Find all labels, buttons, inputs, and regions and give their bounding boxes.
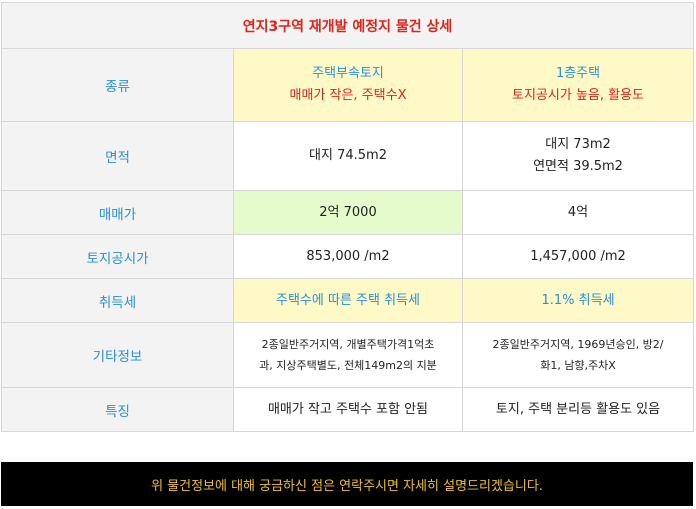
table-row: 특징 매매가 작고 주택수 포함 안됨 토지, 주택 분리등 활용도 있음: [1, 387, 695, 432]
table-row: 취득세 주택수에 따른 주택 취득세 1.1% 취득세: [1, 278, 695, 323]
type-a-line2: 매매가 작은, 주택수X: [289, 88, 407, 103]
contact-footer-banner: 위 물건정보에 대해 궁금하신 점은 연락주시면 자세히 설명드리겠습니다.: [1, 462, 693, 506]
price-cell-b: 4억: [461, 190, 695, 235]
price-cell-a: 2억 7000: [233, 190, 463, 235]
area-cell-a: 대지 74.5m2: [233, 121, 463, 191]
etc-cell-a: 2종일반주거지역, 개별주택가격1억초 과, 지상주택별도, 전체149m2의 …: [233, 322, 463, 388]
tax-cell-a: 주택수에 따른 주택 취득세: [233, 278, 463, 323]
row-label-land-price: 토지공시가: [1, 234, 234, 279]
table-row: 토지공시가 853,000 /m2 1,457,000 /m2: [1, 234, 695, 279]
row-label-tax: 취득세: [1, 278, 234, 323]
feature-cell-a: 매매가 작고 주택수 포함 안됨: [233, 387, 463, 432]
row-label-feature: 특징: [1, 387, 234, 432]
tax-cell-b: 1.1% 취득세: [461, 278, 695, 323]
table-row: 면적 대지 74.5m2 대지 73m2 연면적 39.5m2: [1, 121, 695, 191]
row-label-price: 매매가: [1, 190, 234, 235]
area-cell-b: 대지 73m2 연면적 39.5m2: [461, 121, 695, 191]
row-label-area: 면적: [1, 121, 234, 191]
row-label-type: 종류: [1, 48, 234, 122]
type-a-line1: 주택부속토지: [312, 66, 384, 81]
etc-a-line1: 2종일반주거지역, 개별주택가격1억초: [261, 338, 435, 351]
title-row: 연지3구역 재개발 예정지 물건 상세: [0, 2, 695, 49]
footer-text: 위 물건정보에 대해 궁금하신 점은 연락주시면 자세히 설명드리겠습니다.: [151, 478, 543, 494]
table-row: 종류 주택부속토지 매매가 작은, 주택수X 1층주택 토지공시가 높음, 활용…: [1, 48, 695, 122]
feature-cell-b: 토지, 주택 분리등 활용도 있음: [461, 387, 695, 432]
area-b-line1: 대지 73m2: [545, 137, 611, 152]
type-cell-a: 주택부속토지 매매가 작은, 주택수X: [233, 48, 463, 122]
table-row: 매매가 2억 7000 4억: [1, 190, 695, 235]
property-detail-table: 연지3구역 재개발 예정지 물건 상세 종류 주택부속토지 매매가 작은, 주택…: [0, 2, 695, 432]
etc-cell-b: 2종일반주거지역, 1969년승인, 방2/ 화1, 남향,주차X: [461, 322, 695, 388]
etc-b-line2: 화1, 남향,주차X: [540, 359, 616, 372]
type-cell-b: 1층주택 토지공시가 높음, 활용도: [461, 48, 695, 122]
table-row: 기타정보 2종일반주거지역, 개별주택가격1억초 과, 지상주택별도, 전체14…: [1, 322, 695, 388]
land-price-cell-b: 1,457,000 /m2: [461, 234, 695, 279]
type-b-line2: 토지공시가 높음, 활용도: [512, 88, 645, 103]
row-label-etc: 기타정보: [1, 322, 234, 388]
etc-b-line1: 2종일반주거지역, 1969년승인, 방2/: [492, 338, 664, 351]
table-title: 연지3구역 재개발 예정지 물건 상세: [0, 2, 695, 49]
land-price-cell-a: 853,000 /m2: [233, 234, 463, 279]
type-b-line1: 1층주택: [555, 66, 601, 81]
area-b-line2: 연면적 39.5m2: [533, 159, 623, 174]
etc-a-line2: 과, 지상주택별도, 전체149m2의 지분: [259, 359, 437, 372]
